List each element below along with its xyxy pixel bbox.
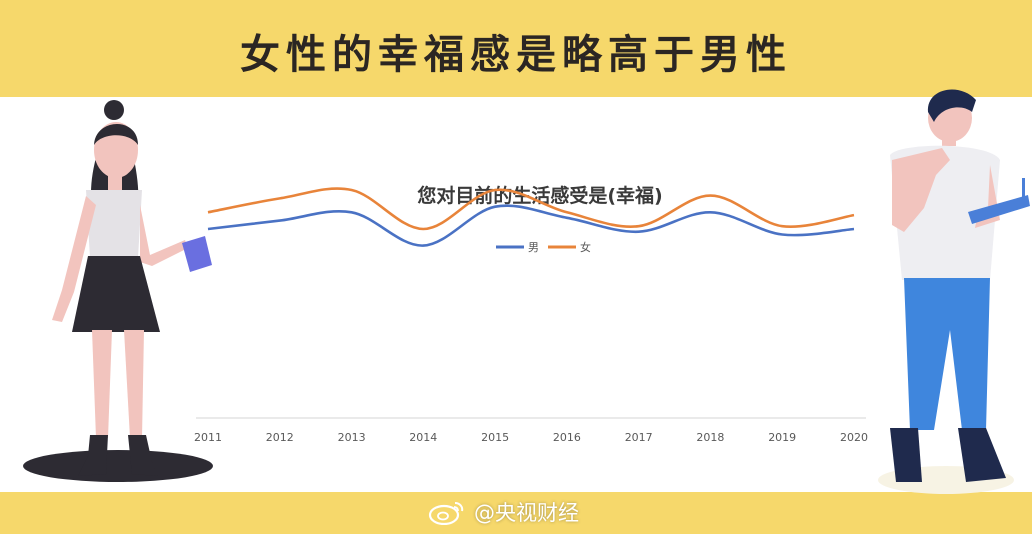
x-tick-label: 2011 [194, 431, 222, 444]
chart-panel [0, 97, 1032, 492]
x-tick-label: 2020 [840, 431, 868, 444]
man-figure [878, 89, 1030, 494]
legend: 男 女 [496, 240, 591, 254]
woman-figure [23, 100, 213, 482]
page-title: 女性的幸福感是略高于男性 [240, 32, 792, 78]
x-tick-label: 2016 [553, 431, 581, 444]
watermark-text: @央视财经 [474, 501, 579, 525]
top-banner [0, 0, 1032, 97]
x-tick-label: 2012 [266, 431, 294, 444]
bottom-banner [0, 492, 1032, 534]
series-line-male [207, 204, 855, 247]
x-tick-label: 2019 [768, 431, 796, 444]
x-tick-label: 2013 [338, 431, 366, 444]
x-tick-labels: 2011 2012 2013 2014 2015 2016 2017 2018 2019 2020 [194, 431, 868, 444]
legend-label-female: 女 [580, 240, 591, 254]
series-line-female [207, 187, 855, 231]
legend-label-male: 男 [528, 241, 539, 254]
plot-area: 您对目前的生活感受是(幸福) 男 女 2011 2012 2013 2014 2015 2… [194, 184, 868, 444]
weibo-icon [428, 502, 464, 525]
x-tick-label: 2014 [409, 431, 437, 444]
chart-title: 您对目前的生活感受是(幸福) [417, 184, 662, 207]
x-tick-label: 2018 [696, 431, 724, 444]
watermark: @央视财经 [428, 497, 579, 527]
x-tick-label: 2015 [481, 431, 509, 444]
x-tick-label: 2017 [625, 431, 653, 444]
